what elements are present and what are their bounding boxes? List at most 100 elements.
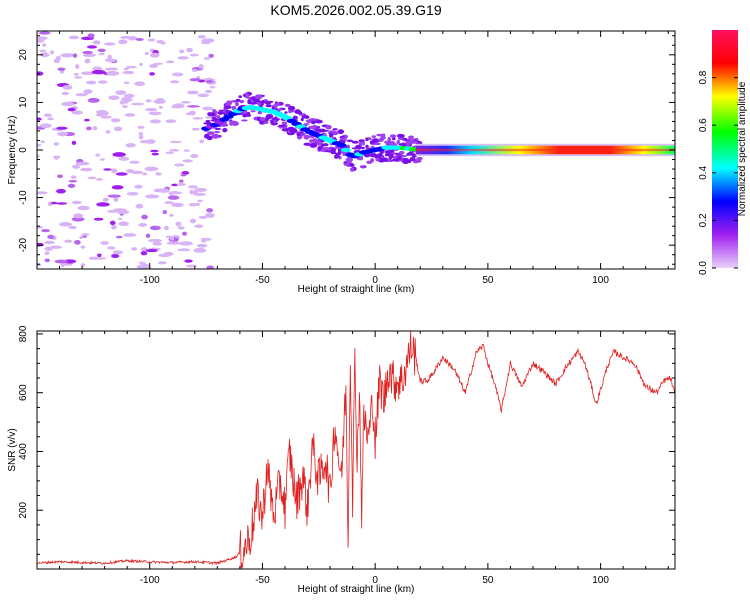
- spectrogram-halo-cell: [250, 110, 256, 113]
- spectrogram-halo-cell: [377, 138, 384, 142]
- spectrogram-noise-cell: [149, 72, 155, 76]
- spectrogram-noise-cell: [151, 152, 160, 156]
- spectrogram-noise-cell: [75, 93, 88, 97]
- spectrogram-noise-cell: [61, 101, 75, 107]
- spectrogram-noise-cell: [93, 217, 104, 221]
- spectrogram-halo-cell: [287, 126, 295, 131]
- spectrogram-halo-cell: [235, 98, 241, 102]
- spectrogram-noise-cell: [72, 164, 81, 169]
- spectrogram-noise-cell: [82, 53, 97, 57]
- spectrogram-halo-cell: [332, 128, 338, 131]
- spectrogram-noise-cell: [179, 241, 193, 246]
- spectrogram-noise-cell: [165, 235, 173, 239]
- spectrogram-noise-cell: [61, 91, 70, 96]
- spectrogram-noise-cell: [177, 248, 191, 252]
- spectrogram-noise-cell: [100, 115, 113, 119]
- spectrogram-noise-cell: [68, 225, 77, 230]
- spectrogram-noise-cell: [189, 218, 197, 224]
- spectrogram-noise-cell: [200, 41, 211, 45]
- spectrogram-halo-cell: [303, 142, 311, 146]
- spectrogram-noise-cell: [137, 82, 145, 86]
- spectrogram-noise-cell: [205, 212, 215, 218]
- spectrogram-noise-cell: [58, 222, 73, 227]
- spectrogram-noise-cell: [73, 213, 84, 219]
- spectrogram-noise-cell: [165, 60, 175, 64]
- spectrogram-noise-cell: [97, 253, 102, 258]
- spectrogram-noise-cell: [53, 142, 60, 146]
- spectrogram-noise-cell: [188, 203, 197, 207]
- spectrogram-halo-cell: [212, 109, 217, 114]
- spectrogram-noise-cell: [206, 265, 214, 269]
- spectrogram-noise-cell: [208, 53, 215, 58]
- spectrogram-halo-cell: [403, 137, 408, 141]
- spectrogram-halo-cell: [207, 131, 215, 135]
- spectrogram-noise-cell: [86, 45, 98, 49]
- spectrogram-noise-cell: [186, 264, 198, 268]
- spectrogram-noise-cell: [91, 69, 106, 75]
- spectrogram-noise-cell: [154, 62, 163, 65]
- spectrogram-halo-cell: [407, 135, 415, 139]
- spectrogram-noise-cell: [138, 261, 146, 265]
- spectrogram-halo-cell: [305, 119, 312, 123]
- spectrogram-noise-cell: [56, 126, 68, 130]
- spectrogram-noise-cell: [171, 105, 181, 109]
- spectrogram-halo-cell: [278, 124, 286, 128]
- spectrogram-noise-cell: [92, 126, 98, 131]
- spectrogram-noise-cell: [57, 67, 66, 71]
- spectrogram-noise-cell: [162, 210, 167, 215]
- spectrogram-noise-cell: [153, 188, 166, 193]
- spectrogram-halo-cell: [383, 157, 389, 162]
- spectrogram-noise-cell: [37, 71, 44, 76]
- spectrogram-noise-cell: [195, 202, 200, 206]
- spectrogram-noise-cell: [186, 105, 200, 108]
- spectrogram-halo-cell: [270, 120, 274, 125]
- spectrogram-noise-cell: [95, 153, 100, 157]
- spectrogram-noise-cell: [115, 235, 123, 239]
- spectrogram-noise-cell: [119, 100, 125, 105]
- colorbar: 0.0 0.2 0.4 0.6 0.8 Normalized spectral ampl…: [698, 30, 748, 275]
- spectrogram-noise-cell: [98, 80, 108, 84]
- spectrogram-halo-cell: [396, 139, 400, 145]
- spectrogram-halo-cell: [213, 131, 221, 134]
- spectrogram-halo-cell: [371, 135, 377, 139]
- spectrogram-noise-cell: [145, 194, 160, 199]
- spectrogram-halo-cell: [391, 158, 399, 162]
- spectrogram-halo-cell: [373, 142, 381, 146]
- spectrogram-noise-cell: [199, 139, 205, 144]
- spectrogram-noise-cell: [148, 238, 163, 243]
- spectrogram-noise-cell: [177, 226, 185, 230]
- spectrogram-noise-cell: [98, 52, 105, 56]
- spectrogram-noise-cell: [37, 143, 42, 147]
- spectrogram-noise-cell: [77, 205, 90, 211]
- spectrogram-halo-cell: [284, 103, 291, 107]
- spectrogram-halo-cell: [265, 104, 272, 108]
- spectrogram-noise-cell: [80, 263, 86, 267]
- spectrogram-noise-cell: [54, 155, 59, 160]
- spectrogram-noise-cell: [44, 251, 50, 256]
- spectrogram-halo-cell: [337, 129, 345, 135]
- spectrogram-halo-cell: [389, 134, 397, 138]
- spectrogram-noise-cell: [138, 62, 144, 66]
- spectrogram-noise-cell: [197, 199, 203, 203]
- spectrogram-noise-cell: [110, 253, 120, 259]
- spectrogram-noise-cell: [138, 132, 144, 136]
- spectrogram-noise-cell: [115, 90, 127, 96]
- spectrogram-noise-cell: [40, 140, 45, 144]
- spectrogram-noise-cell: [187, 90, 199, 95]
- spectrogram-noise-cell: [142, 172, 148, 176]
- spectrogram-ytick-label: -20: [18, 238, 29, 253]
- spectrogram-noise-cell: [196, 243, 208, 248]
- spectrogram-noise-cell: [75, 161, 90, 166]
- spectrogram-halo-cell: [303, 134, 310, 140]
- spectrogram-noise-cell: [54, 259, 68, 264]
- spectrogram-halo-cell: [235, 102, 239, 107]
- spectrogram-halo-cell: [304, 123, 309, 126]
- spectrogram-noise-cell: [187, 185, 199, 189]
- spectrogram-halo-cell: [265, 117, 270, 121]
- spectrogram-noise-cell: [113, 197, 119, 202]
- colorbar-tick-label: 0.2: [698, 213, 709, 227]
- spectrogram-halo-cell: [309, 142, 318, 148]
- spectrogram-noise-cell: [115, 172, 128, 176]
- spectrogram-noise-cell: [37, 242, 44, 247]
